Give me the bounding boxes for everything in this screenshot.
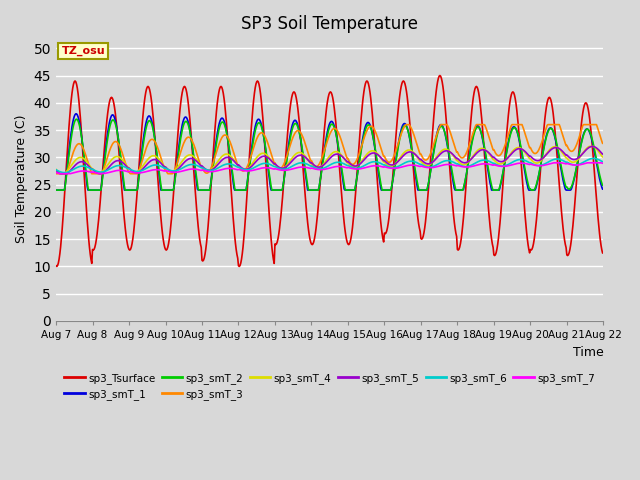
sp3_smT_3 — [52, 171, 60, 177]
sp3_smT_2 — [196, 187, 204, 193]
Text: TZ_osu: TZ_osu — [61, 46, 105, 56]
Title: SP3 Soil Temperature: SP3 Soil Temperature — [241, 15, 418, 33]
sp3_smT_6 — [196, 164, 204, 170]
sp3_smT_5 — [57, 171, 65, 177]
sp3_smT_1 — [322, 137, 330, 143]
sp3_smT_6 — [550, 156, 558, 162]
sp3_smT_6 — [589, 156, 597, 161]
sp3_smT_6 — [600, 159, 607, 165]
sp3_smT_5 — [550, 145, 558, 151]
sp3_smT_7 — [429, 165, 437, 170]
sp3_smT_6 — [52, 167, 60, 173]
sp3_smT_4 — [550, 144, 558, 150]
sp3_smT_5 — [173, 167, 180, 173]
sp3_Tsurface — [52, 263, 60, 269]
sp3_smT_7 — [52, 170, 60, 176]
sp3_Tsurface — [196, 241, 204, 247]
sp3_smT_2 — [550, 130, 558, 136]
sp3_smT_2 — [322, 141, 330, 146]
sp3_smT_2 — [173, 163, 180, 168]
sp3_smT_1 — [600, 186, 607, 192]
sp3_smT_6 — [429, 164, 437, 169]
sp3_smT_2 — [52, 187, 60, 193]
sp3_smT_7 — [551, 160, 559, 166]
sp3_smT_5 — [600, 151, 607, 157]
sp3_smT_7 — [375, 163, 383, 169]
sp3_Tsurface — [600, 250, 607, 256]
sp3_smT_6 — [173, 168, 180, 173]
sp3_smT_1 — [173, 160, 180, 166]
sp3_smT_3 — [172, 163, 180, 169]
sp3_Tsurface — [322, 111, 330, 117]
sp3_smT_4 — [173, 165, 180, 171]
sp3_smT_4 — [52, 167, 60, 172]
Line: sp3_smT_7: sp3_smT_7 — [56, 163, 604, 174]
sp3_smT_3 — [600, 141, 607, 146]
sp3_smT_3 — [374, 137, 382, 143]
sp3_smT_3 — [321, 145, 329, 151]
sp3_smT_7 — [600, 160, 607, 166]
sp3_smT_2 — [429, 154, 437, 159]
sp3_Tsurface — [436, 72, 444, 78]
sp3_smT_6 — [322, 164, 330, 170]
sp3_smT_7 — [322, 166, 330, 172]
sp3_smT_3 — [403, 122, 410, 128]
sp3_smT_4 — [196, 162, 204, 168]
sp3_smT_3 — [429, 144, 437, 149]
sp3_smT_7 — [173, 169, 180, 175]
Y-axis label: Soil Temperature (C): Soil Temperature (C) — [15, 115, 28, 243]
sp3_smT_2 — [375, 170, 383, 176]
sp3_smT_7 — [196, 168, 204, 173]
sp3_Tsurface — [429, 123, 437, 129]
sp3_smT_3 — [550, 122, 558, 128]
sp3_smT_4 — [58, 171, 66, 177]
sp3_smT_6 — [375, 160, 383, 166]
Line: sp3_smT_4: sp3_smT_4 — [56, 146, 604, 174]
sp3_smT_5 — [375, 153, 383, 159]
sp3_Tsurface — [375, 201, 383, 207]
Line: sp3_Tsurface: sp3_Tsurface — [56, 75, 604, 266]
sp3_smT_6 — [61, 170, 68, 176]
Line: sp3_smT_5: sp3_smT_5 — [56, 146, 604, 174]
Legend: sp3_Tsurface, sp3_smT_1, sp3_smT_2, sp3_smT_3, sp3_smT_4, sp3_smT_5, sp3_smT_6, : sp3_Tsurface, sp3_smT_1, sp3_smT_2, sp3_… — [60, 369, 599, 404]
sp3_smT_3 — [196, 160, 204, 166]
sp3_smT_1 — [196, 187, 204, 193]
sp3_smT_5 — [196, 162, 204, 168]
sp3_smT_1 — [375, 175, 383, 180]
sp3_smT_5 — [429, 159, 437, 165]
sp3_smT_1 — [52, 187, 60, 193]
sp3_Tsurface — [551, 125, 559, 131]
sp3_smT_4 — [322, 158, 330, 164]
sp3_smT_1 — [550, 131, 558, 137]
sp3_smT_4 — [586, 144, 593, 149]
sp3_smT_4 — [600, 154, 607, 160]
Line: sp3_smT_6: sp3_smT_6 — [56, 158, 604, 173]
sp3_smT_2 — [73, 116, 81, 122]
sp3_smT_1 — [429, 152, 437, 158]
Line: sp3_smT_3: sp3_smT_3 — [56, 125, 604, 174]
sp3_smT_4 — [375, 153, 383, 158]
Line: sp3_smT_1: sp3_smT_1 — [56, 114, 604, 190]
Line: sp3_smT_2: sp3_smT_2 — [56, 119, 604, 190]
sp3_Tsurface — [173, 144, 180, 150]
sp3_smT_5 — [589, 144, 596, 149]
sp3_Tsurface — [53, 264, 61, 269]
sp3_smT_4 — [429, 159, 437, 165]
sp3_smT_7 — [550, 160, 558, 166]
sp3_smT_7 — [57, 171, 65, 177]
sp3_smT_2 — [600, 182, 607, 188]
X-axis label: Time: Time — [573, 346, 604, 359]
sp3_smT_5 — [322, 160, 330, 166]
sp3_smT_1 — [72, 111, 79, 117]
sp3_smT_5 — [52, 168, 60, 173]
